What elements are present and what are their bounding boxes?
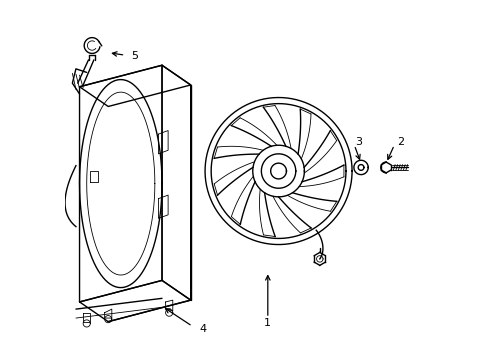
Text: 1: 1 bbox=[264, 319, 271, 328]
Text: 2: 2 bbox=[396, 138, 403, 147]
Text: 5: 5 bbox=[131, 51, 138, 61]
Text: 4: 4 bbox=[199, 324, 206, 334]
Text: 3: 3 bbox=[354, 138, 361, 147]
